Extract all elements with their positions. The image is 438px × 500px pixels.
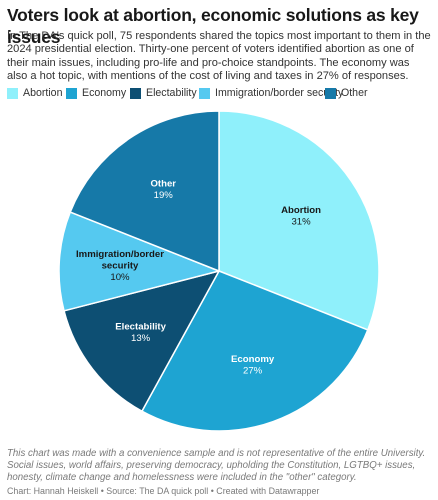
legend-label-abortion: Abortion xyxy=(23,87,63,99)
pie-slice-economy xyxy=(141,270,369,432)
slice-label-abortion: Abortion xyxy=(281,205,321,216)
chart-notes: This chart was made with a convenience s… xyxy=(7,448,426,483)
pie-chart: Abortion 31% Economy 27% Electability 13% Immi… xyxy=(0,108,438,440)
legend-swatch-economy xyxy=(66,87,77,99)
legend-item-other: Other xyxy=(325,86,368,100)
legend-label-electability: Electability xyxy=(146,87,197,99)
legend-label-immigration: Immigration/border security xyxy=(215,87,344,99)
slice-label-other: Other xyxy=(150,179,176,190)
pie-slice-abortion xyxy=(218,110,380,331)
legend-item-immigration: Immigration/border security xyxy=(199,86,343,100)
legend-swatch-immigration xyxy=(199,87,210,99)
legend-label-economy: Economy xyxy=(82,87,127,99)
slice-value-other: 19% xyxy=(154,190,174,201)
slice-label-immigration-border-security: Immigration/border security xyxy=(76,249,164,272)
legend-item-electability: Electability xyxy=(130,86,197,100)
legend: Abortion Economy Electability Immigratio… xyxy=(7,86,435,100)
chart-title: Voters look at abortion, economic soluti… xyxy=(7,5,419,47)
pie-slices xyxy=(58,110,380,432)
slice-value-immigration-border-security: 10% xyxy=(110,272,130,283)
legend-item-economy: Economy xyxy=(66,86,126,100)
legend-swatch-abortion xyxy=(7,87,18,99)
pie-slice-other xyxy=(69,110,220,272)
legend-swatch-other xyxy=(325,87,336,99)
slice-value-abortion: 31% xyxy=(291,216,311,227)
slice-label-electability: Electability xyxy=(115,322,166,333)
pie-slice-immigration-border-security xyxy=(58,211,220,312)
chart-description: In The DA's quick poll, 75 respondents s… xyxy=(7,30,431,83)
legend-swatch-electability xyxy=(130,87,141,99)
chart-footer: Chart: Hannah Heiskell • Source: The DA … xyxy=(7,486,320,496)
pie-slice-electability xyxy=(63,270,220,412)
slice-value-economy: 27% xyxy=(243,366,263,377)
legend-label-other: Other xyxy=(341,87,368,99)
slice-label-economy: Economy xyxy=(231,354,275,365)
slice-value-electability: 13% xyxy=(131,333,151,344)
legend-item-abortion: Abortion xyxy=(7,86,62,100)
